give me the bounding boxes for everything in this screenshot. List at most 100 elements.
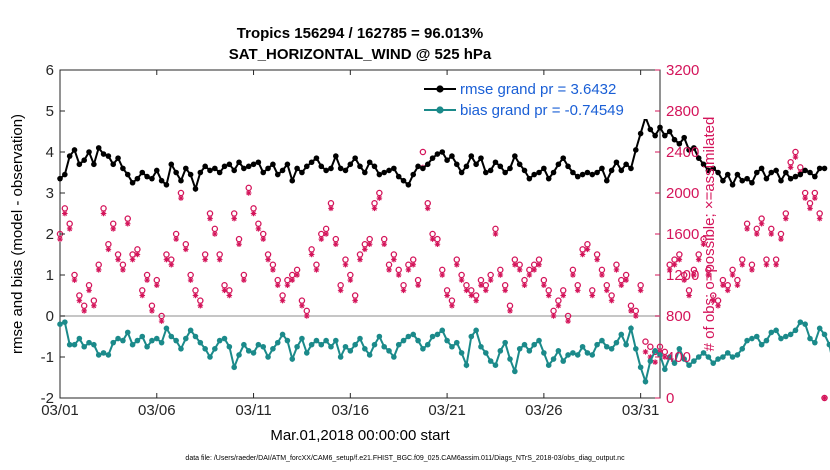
assimilated-obs-point	[129, 256, 136, 263]
assimilated-obs-point	[124, 220, 131, 227]
assimilated-obs-point	[95, 267, 102, 273]
bias-point	[400, 337, 407, 344]
y-right-tick-label: 1200	[666, 267, 699, 284]
assimilated-obs-point	[792, 154, 799, 160]
rmse-point	[579, 171, 586, 178]
bias-point	[371, 341, 378, 348]
y-tick-label: 2	[46, 226, 54, 243]
rmse-point	[110, 161, 117, 168]
x-tick-label: 03/21	[428, 402, 466, 419]
assimilated-obs-point	[71, 277, 78, 283]
rmse-point	[531, 171, 537, 178]
assimilated-obs-point	[207, 215, 213, 222]
bias-point	[318, 341, 325, 348]
rmse-point	[492, 159, 499, 166]
assimilated-obs-point	[458, 277, 465, 283]
assimilated-obs-point	[473, 297, 479, 304]
assimilated-obs-point	[308, 251, 315, 258]
legend-bias-label: bias grand pr = -0.74549	[460, 102, 624, 119]
chart-subtitle: SAT_HORIZONTAL_WIND @ 525 hPa	[229, 46, 492, 63]
data-file-footnote: data file: /Users/raeder/DAI/ATM_forcXX/…	[185, 455, 625, 462]
rmse-point	[473, 161, 479, 168]
bias-point	[168, 333, 175, 340]
bias-point	[313, 337, 320, 344]
rmse-point	[662, 132, 668, 139]
rmse-point	[807, 169, 813, 176]
rmse-point	[245, 163, 252, 170]
rmse-point	[565, 163, 571, 170]
rmse-point	[734, 171, 741, 178]
bias-point	[120, 337, 126, 344]
assimilated-obs-point	[236, 241, 242, 248]
bias-point	[279, 331, 286, 338]
bias-point	[744, 337, 750, 344]
assimilated-obs-point	[710, 297, 717, 304]
rmse-point	[729, 182, 736, 188]
assimilated-obs-point	[100, 210, 107, 217]
bias-point	[207, 354, 213, 360]
assimilated-obs-point	[163, 256, 170, 263]
assimilated-obs-point	[216, 256, 223, 263]
rmse-point	[424, 161, 431, 168]
rmse-point	[376, 171, 383, 178]
bias-point	[739, 346, 746, 352]
bias-point	[768, 329, 775, 336]
rmse-point	[681, 134, 687, 141]
y-tick-label: -1	[41, 349, 54, 366]
rmse-point	[778, 177, 784, 184]
rmse-point	[129, 179, 136, 186]
bias-point	[676, 346, 683, 352]
bias-point	[512, 368, 518, 375]
assimilated-obs-point	[187, 277, 194, 283]
bias-point	[391, 354, 397, 360]
bias-point	[724, 350, 731, 356]
rmse-point	[589, 171, 596, 178]
bias-point	[807, 335, 813, 342]
assimilated-obs-point	[434, 241, 441, 248]
rmse-point	[802, 167, 808, 174]
bias-point	[623, 341, 629, 348]
rmse-point	[792, 173, 799, 180]
rmse-point	[318, 163, 325, 170]
rmse-point	[521, 167, 528, 174]
assimilated-obs-point	[695, 256, 702, 263]
assimilated-obs-point	[763, 261, 770, 268]
rmse-point	[783, 169, 789, 176]
rmse-point	[144, 173, 150, 180]
assimilated-obs-point	[323, 231, 329, 237]
assimilated-obs-point	[270, 267, 276, 273]
bias-point	[662, 366, 668, 373]
bias-point	[197, 339, 204, 346]
rmse-point	[333, 153, 339, 159]
rmse-point	[613, 159, 620, 166]
assimilated-obs-point	[729, 272, 736, 278]
assimilated-obs-point	[642, 349, 649, 355]
rmse-point	[279, 167, 286, 174]
assimilated-obs-point	[202, 256, 208, 263]
assimilated-obs-point	[724, 287, 731, 294]
bias-point	[289, 356, 296, 362]
rmse-point	[458, 169, 465, 176]
bias-point	[129, 341, 136, 348]
bias-point	[483, 350, 489, 356]
rmse-point	[265, 165, 271, 172]
rmse-point	[787, 175, 794, 182]
bias-point	[178, 346, 184, 352]
assimilated-obs-point	[66, 226, 73, 232]
bias-point	[347, 348, 354, 354]
rmse-point	[66, 153, 73, 159]
rmse-point	[502, 169, 508, 176]
bias-point	[531, 341, 537, 348]
rmse-point	[405, 182, 412, 188]
bias-point	[424, 341, 431, 348]
bias-point	[487, 358, 494, 364]
assimilated-obs-point	[618, 282, 625, 289]
assimilated-obs-point	[265, 256, 271, 263]
bias-point	[357, 335, 363, 342]
bias-point	[584, 350, 591, 356]
bias-point	[405, 333, 412, 340]
bias-point	[105, 352, 112, 358]
bias-point	[216, 337, 223, 344]
rmse-point	[202, 163, 208, 170]
rmse-point	[212, 165, 218, 172]
